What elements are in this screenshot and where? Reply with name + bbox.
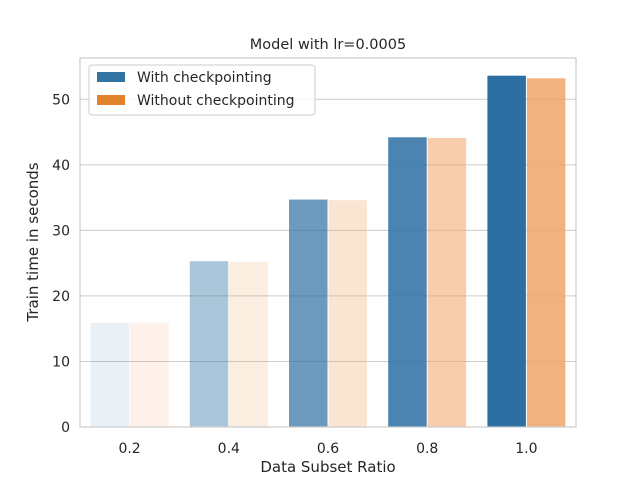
- bar-with-checkpointing: [90, 322, 130, 427]
- y-tick-label: 20: [52, 289, 70, 305]
- legend-swatch-without-checkpointing: [97, 95, 125, 105]
- x-tick-label: 0.2: [118, 441, 140, 457]
- y-tick-label: 30: [52, 223, 70, 239]
- x-tick-label: 0.6: [317, 441, 339, 457]
- bar-without-checkpointing: [328, 200, 367, 427]
- x-axis-label: Data Subset Ratio: [260, 458, 395, 476]
- y-axis-label: Train time in seconds: [24, 162, 42, 322]
- legend-box: [88, 64, 316, 116]
- y-tick-label: 10: [52, 354, 70, 370]
- bar-without-checkpointing: [229, 261, 268, 427]
- bar-without-checkpointing: [130, 322, 169, 427]
- bar-with-checkpointing: [189, 261, 229, 427]
- legend-label-without-checkpointing: Without checkpointing: [137, 93, 295, 109]
- bar-with-checkpointing: [388, 137, 427, 427]
- bar-without-checkpointing: [526, 78, 566, 428]
- bar-with-checkpointing: [289, 199, 328, 427]
- y-tick-label: 0: [61, 420, 70, 436]
- bars: [90, 75, 566, 428]
- legend-swatch-with-checkpointing: [97, 72, 125, 82]
- legend: With checkpointing Without checkpointing: [88, 64, 316, 116]
- x-tick-label: 0.4: [218, 441, 240, 457]
- y-tick-labels: 0 10 20 30 40 50: [52, 92, 70, 436]
- x-tick-labels: 0.2 0.4 0.6 0.8 1.0: [118, 441, 537, 457]
- legend-label-with-checkpointing: With checkpointing: [137, 70, 272, 86]
- bar-with-checkpointing: [487, 75, 526, 428]
- x-tick-label: 1.0: [515, 441, 537, 457]
- plot-frame: [79, 57, 577, 428]
- bar-without-checkpointing: [427, 137, 467, 427]
- chart-title: Model with lr=0.0005: [250, 37, 406, 53]
- y-tick-label: 50: [52, 92, 70, 108]
- x-tick-label: 0.8: [416, 441, 438, 457]
- y-tick-label: 40: [52, 158, 70, 174]
